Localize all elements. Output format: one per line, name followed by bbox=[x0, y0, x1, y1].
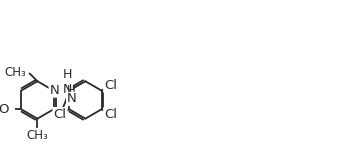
Text: H: H bbox=[67, 84, 75, 97]
Text: H
N: H N bbox=[62, 68, 72, 96]
Text: N: N bbox=[67, 92, 76, 106]
Text: Cl: Cl bbox=[104, 108, 117, 121]
Text: Cl: Cl bbox=[54, 108, 67, 121]
Text: O: O bbox=[0, 103, 8, 116]
Text: N: N bbox=[50, 84, 59, 97]
Text: Cl: Cl bbox=[104, 79, 117, 92]
Text: CH₃: CH₃ bbox=[4, 66, 26, 79]
Text: CH₃: CH₃ bbox=[27, 129, 48, 142]
